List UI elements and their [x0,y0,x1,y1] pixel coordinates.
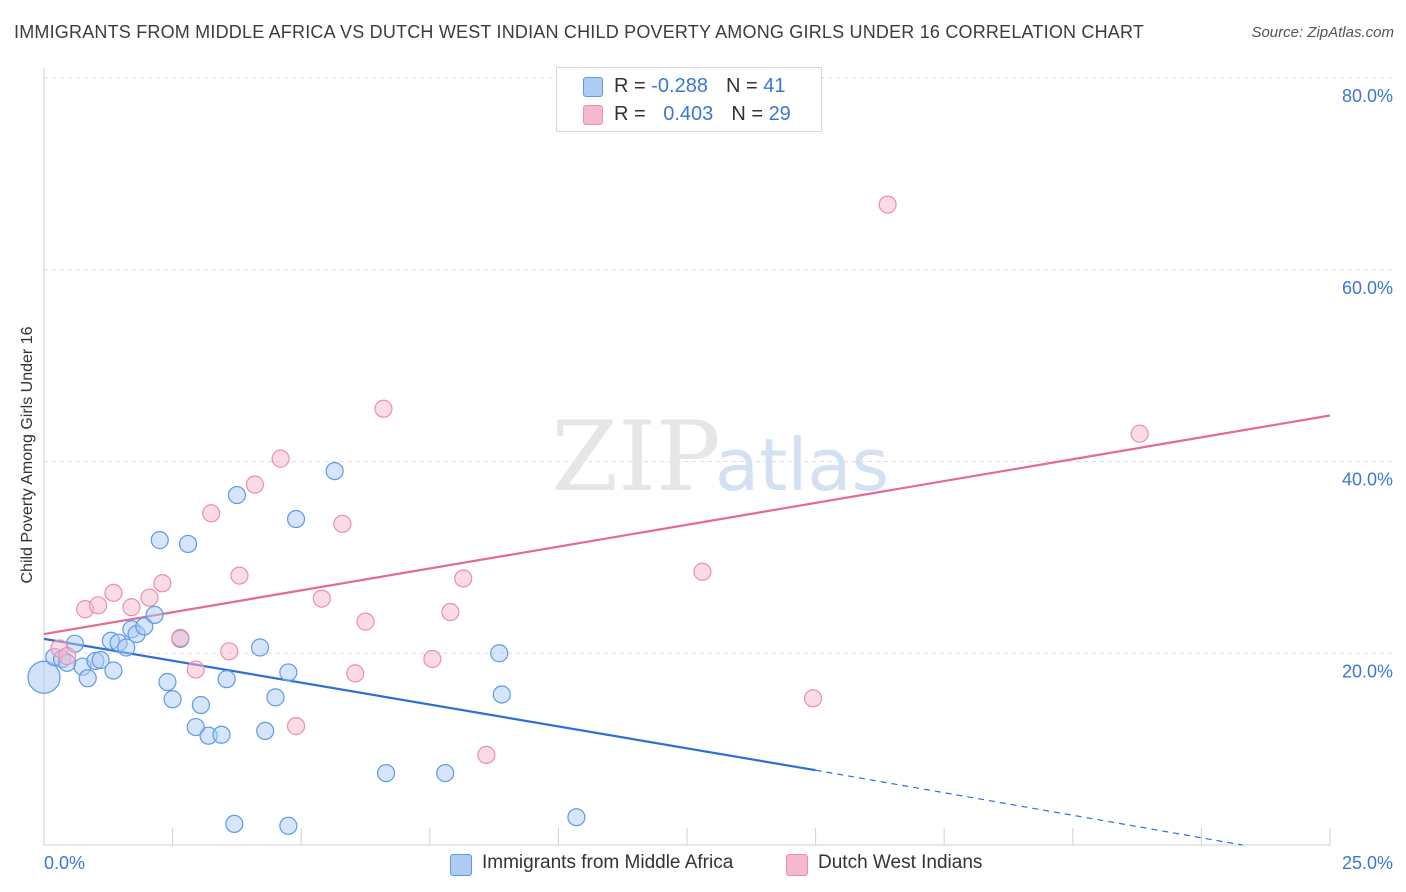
tick-labels: 20.0% 40.0% 60.0% 80.0% 0.0% 25.0% [44,86,1393,873]
pink-swatch [583,105,603,125]
trend-line-dutch-west-indians [43,414,1331,636]
point-middle-africa [145,605,164,625]
n-label: N = [725,75,764,97]
point-dutch-west-indians [58,647,77,666]
point-dutch-west-indians [477,745,496,764]
point-dutch-west-indians [140,588,159,607]
r-label: R = [614,103,652,125]
point-middle-africa [104,661,123,680]
point-middle-africa [178,534,198,554]
watermark-atlas: atlas [715,423,889,507]
legend-swatch-blue [450,854,472,876]
point-dutch-west-indians [356,612,375,631]
point-middle-africa [266,688,285,707]
y-tick-label: 60.0% [1342,278,1393,298]
point-dutch-west-indians [122,598,141,617]
point-dutch-west-indians [693,562,712,581]
point-middle-africa [250,638,270,657]
point-middle-africa [91,650,110,670]
point-middle-africa [567,808,586,827]
r-label: R = [614,75,652,97]
legend-swatch-pink [786,854,808,876]
point-dutch-west-indians [202,504,221,523]
point-dutch-west-indians [220,642,239,661]
point-middle-africa [492,685,511,704]
point-dutch-west-indians [878,195,897,214]
axes [43,68,1331,846]
y-tick-label: 80.0% [1342,86,1393,106]
point-middle-africa [490,644,509,663]
x-tick-label: 25.0% [1342,853,1393,873]
legend-label: Dutch West Indians [818,852,983,873]
point-middle-africa [376,763,396,783]
point-dutch-west-indians [104,583,123,602]
source-label: Source: ZipAtlas.com [1251,24,1394,41]
point-dutch-west-indians [171,628,190,648]
gridlines [44,77,1394,654]
point-dutch-west-indians [441,602,460,622]
n-label: N = [731,103,769,125]
r-value: -0.288 [651,75,708,97]
point-dutch-west-indians [1130,424,1149,443]
point-dutch-west-indians [271,449,290,468]
point-middle-africa [117,638,136,657]
y-tick-label: 40.0% [1342,470,1393,490]
blue-swatch [583,77,603,97]
point-middle-africa [256,721,275,741]
point-dutch-west-indians [153,574,172,593]
x-tick-label: 0.0% [44,853,85,873]
point-middle-africa [227,485,246,505]
stats-legend-box: R = -0.288 N = 41 R = 0.403 N = 29 [556,67,822,132]
trend-lines [43,414,1331,846]
point-middle-africa [286,509,306,529]
y-tick-label: 20.0% [1342,661,1393,681]
trend-line-middle-africa [43,637,816,772]
point-middle-africa [27,660,61,694]
point-middle-africa [135,617,154,636]
point-dutch-west-indians [312,589,331,608]
point-middle-africa [191,695,210,715]
point-middle-africa [158,672,177,692]
point-dutch-west-indians [245,475,265,494]
point-middle-africa [163,690,182,709]
point-dutch-west-indians [454,569,473,588]
n-value: 29 [768,103,791,125]
point-middle-africa [78,669,97,688]
watermark: ZIP atlas [551,401,889,513]
point-dutch-west-indians [346,664,365,683]
point-middle-africa [217,670,236,689]
point-middle-africa [279,816,298,835]
chart-title: IMMIGRANTS FROM MIDDLE AFRICA VS DUTCH W… [14,22,1145,42]
trend-line-middle-africa-extension [815,769,1243,846]
r-value: 0.403 [663,103,714,125]
watermark-zip: ZIP [551,401,720,513]
point-middle-africa [325,461,344,481]
point-dutch-west-indians [88,596,108,615]
point-middle-africa [186,717,205,737]
point-middle-africa [279,663,298,682]
point-dutch-west-indians [374,399,393,418]
legend-label: Immigrants from Middle Africa [482,852,734,873]
point-dutch-west-indians [230,566,249,585]
point-dutch-west-indians [803,689,823,708]
point-dutch-west-indians [333,514,352,533]
point-middle-africa [436,763,455,783]
point-middle-africa [212,725,231,744]
data-points [27,195,1149,835]
n-value: 41 [763,75,786,97]
point-middle-africa [225,814,244,834]
point-middle-africa [150,531,169,550]
point-dutch-west-indians [423,649,442,669]
point-dutch-west-indians [286,717,306,736]
point-dutch-west-indians [186,660,205,679]
